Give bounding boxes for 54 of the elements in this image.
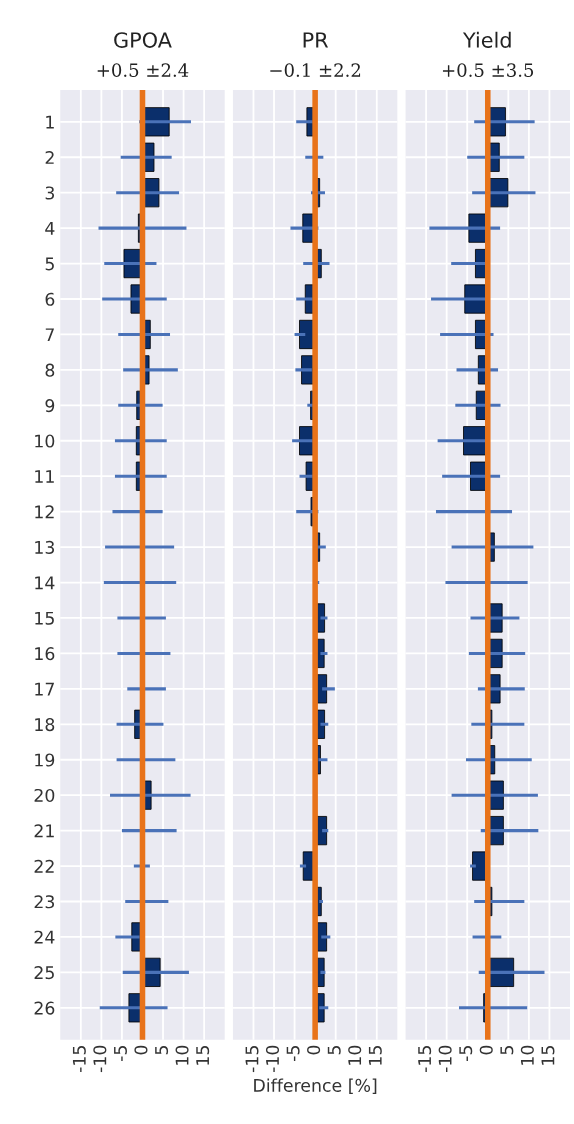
y-tick-label: 4	[45, 222, 55, 235]
y-tick-label: 19	[35, 753, 55, 767]
x-axis-title: Difference [%]	[254, 1078, 377, 1094]
x-tick-label: 5	[500, 1046, 514, 1055]
y-tick-label: 13	[35, 540, 55, 554]
x-tick-label: -10	[265, 1045, 280, 1073]
x-tick-label: -5	[459, 1046, 473, 1062]
y-tick-label: 25	[34, 966, 54, 980]
y-tick-label: 14	[35, 576, 55, 590]
x-tick-label: 10	[175, 1045, 189, 1065]
x-tick-label: 15	[196, 1046, 210, 1065]
y-tick-label: 1	[46, 115, 54, 129]
y-tick-label: 17	[35, 682, 54, 696]
y-tick-label: 21	[34, 824, 54, 838]
y-tick-label: 8	[45, 363, 55, 377]
y-tick-label: 15	[35, 611, 54, 625]
x-tick-label: 15	[541, 1046, 555, 1065]
x-tick-label: 0	[307, 1045, 321, 1055]
x-tick-label: -15	[418, 1046, 432, 1073]
y-tick-label: 7	[45, 328, 54, 342]
chart-title: Yield	[462, 31, 511, 48]
x-tick-label: 10	[348, 1045, 362, 1065]
x-tick-label: -5	[286, 1046, 300, 1062]
x-tick-label: 5	[155, 1046, 169, 1055]
x-tick-label: -10	[93, 1045, 107, 1073]
x-tick-label: -10	[438, 1045, 452, 1073]
chart-title: PR	[303, 32, 329, 48]
chart-subtitle: −0.1 ±2.2	[270, 63, 361, 77]
x-tick-label: 5	[327, 1046, 341, 1055]
y-tick-label: 2	[45, 150, 54, 164]
x-tick-label: 0	[479, 1045, 493, 1055]
x-tick-label: -15	[72, 1046, 86, 1073]
y-tick-label: 22	[34, 859, 54, 873]
x-tick-label: 10	[520, 1045, 534, 1065]
x-tick-label: 0	[134, 1045, 148, 1055]
y-tick-label: 10	[35, 434, 55, 448]
x-tick-label: -5	[114, 1046, 127, 1062]
chart-subtitle: +0.5 ±2.4	[97, 63, 189, 77]
y-tick-label: 9	[45, 399, 55, 413]
x-tick-label: -15	[245, 1046, 259, 1073]
x-tick-label: 15	[368, 1046, 382, 1065]
chart-title: GPOA	[114, 32, 172, 48]
y-tick-label: 20	[34, 788, 55, 803]
chart-subtitle: +0.5 ±3.5	[442, 63, 534, 77]
y-tick-label: 5	[45, 257, 54, 271]
y-tick-label: 11	[35, 470, 54, 483]
y-tick-label: 23	[34, 895, 55, 909]
y-tick-label: 26	[34, 1001, 55, 1015]
y-tick-label: 12	[35, 505, 54, 519]
y-tick-label: 18	[35, 718, 55, 732]
y-tick-label: 24	[34, 930, 55, 944]
y-tick-label: 16	[35, 647, 55, 661]
y-tick-label: 3	[45, 186, 55, 200]
y-tick-label: 6	[45, 292, 55, 306]
